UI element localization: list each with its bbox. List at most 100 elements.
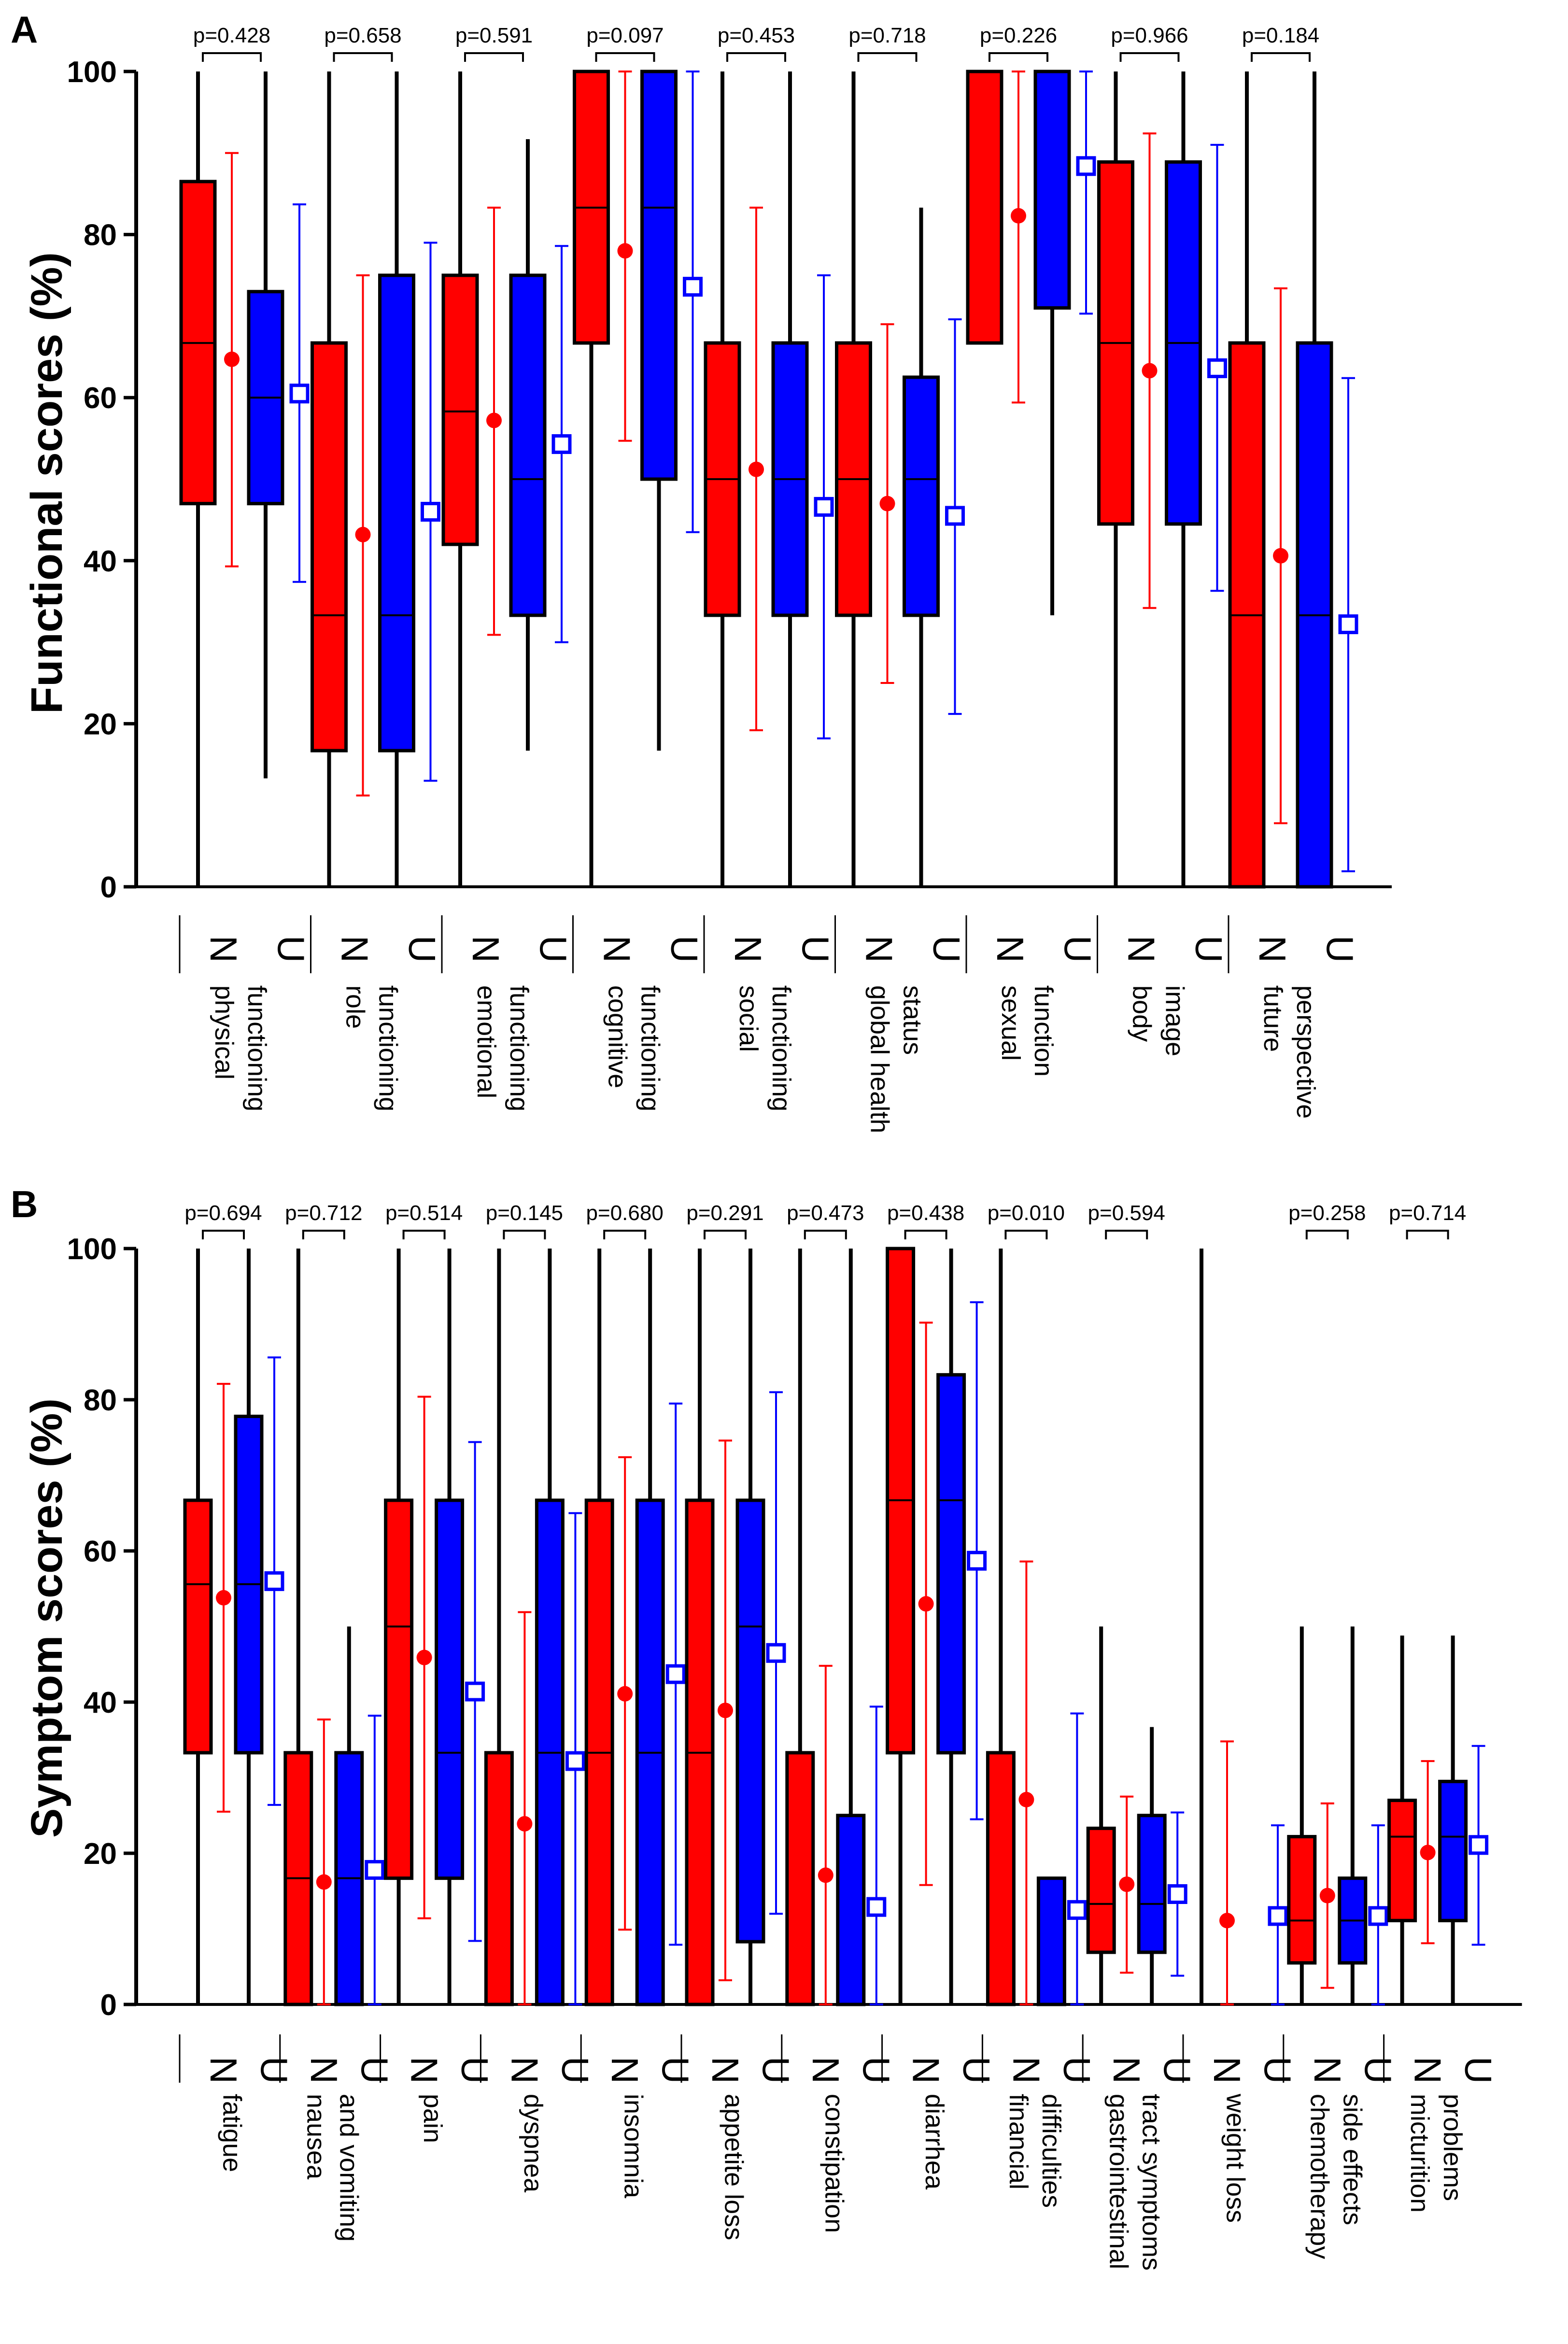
group-marker-n: N [202,936,245,963]
group-n-mean-point [918,1596,934,1612]
group-n-mean-point [1219,1913,1235,1929]
category-label-line: chemotherapy [1305,2094,1334,2259]
y-tick-label: 20 [84,708,117,741]
group-n-box [785,1751,815,2006]
group-n-mean-point [617,243,633,259]
group-n-box [183,1498,213,1755]
p-value-bracket [804,1230,847,1239]
category-label-line: image [1160,985,1189,1056]
category-label: dyspnea [519,2094,548,2193]
group-marker-u: U [253,2057,296,2084]
group-u-mean-point [665,1664,686,1684]
group-u-box [836,1814,866,2006]
group-n-box [1086,1826,1116,1954]
p-value-bracket [1119,52,1180,62]
y-tick-label: 40 [84,545,117,578]
group-marker-n: N [1407,2057,1449,2084]
p-value-bracket [1305,1230,1349,1239]
category-label-line: functioning [767,985,796,1111]
p-value-label: p=0.226 [980,24,1057,47]
y-tick-label: 80 [84,1384,117,1417]
p-value-bracket [202,52,262,62]
group-marker-u: U [1357,2057,1399,2084]
group-marker-n: N [1251,936,1294,963]
group-marker-u: U [926,936,968,963]
category-label: appetite loss [720,2094,749,2240]
group-n-mean-point [1018,1791,1034,1807]
group-u-box [1033,70,1071,310]
group-u-mean-point [1368,1906,1388,1926]
group-n-box [1287,1835,1317,1965]
category-label: future perspective [1258,985,1320,1119]
group-marker-u: U [401,936,444,963]
group-n-box [484,1751,514,2006]
group-marker-n: N [727,936,769,963]
p-value-label: p=0.591 [455,24,533,47]
category-label: body image [1128,985,1189,1056]
category-label: social functioning [734,985,796,1111]
p-value-bracket [857,52,918,62]
y-tick-label: 0 [100,871,117,904]
p-value-label: p=0.428 [193,24,270,47]
group-marker-n: N [704,2057,747,2084]
group-marker-n: N [503,2057,546,2084]
group-u-box [640,70,678,481]
category-label-line: global health [865,985,894,1133]
category-label-line: role [341,985,370,1029]
group-marker-n: N [1005,2057,1047,2084]
group-n-mean-point [749,461,764,477]
group-marker-n: N [1206,2057,1248,2084]
group-n-mean-point [517,1816,533,1832]
group-marker-n: N [1105,2057,1148,2084]
category-label-line: fatigue [218,2094,247,2172]
category-label-line: weight loss [1221,2093,1250,2223]
group-u-box [735,1498,765,1944]
p-value-label: p=0.594 [1088,1201,1165,1225]
group-u-box [903,375,940,617]
category-label-line: functioning [636,985,665,1111]
group-marker-u: U [1319,936,1361,963]
category-label-line: dyspnea [519,2094,548,2193]
group-u-mean-point [1207,358,1227,378]
category-label: micturition problems [1405,2094,1467,2213]
group-marker-n: N [596,936,638,963]
group-marker-u: U [794,936,837,963]
category-label: gastrointestinal tract symptoms [1104,2094,1166,2271]
p-value-bracket [726,52,786,62]
group-n-mean-point [1319,1888,1335,1904]
category-label-line: body [1128,985,1157,1042]
group-marker-n: N [604,2057,646,2084]
group-n-mean-point [486,412,502,428]
p-value-label: p=0.514 [385,1201,463,1225]
p-value-label: p=0.658 [324,24,401,47]
group-n-box [311,341,348,753]
group-marker-u: U [855,2057,898,2084]
category-label-line: side effects [1338,2094,1367,2225]
category-label-line: functioning [505,985,534,1111]
group-n-box [966,70,1003,345]
p-value-bracket [603,1230,647,1239]
category-label: insomnia [619,2094,648,2199]
group-u-mean-point [683,277,703,297]
category-label-line: appetite loss [720,2094,749,2240]
group-u-box [1438,1779,1468,1922]
p-value-label: p=0.966 [1111,24,1188,47]
category-label-line: sexual [996,985,1025,1061]
group-n-mean-point [617,1686,633,1702]
category-label-line: pain [418,2094,447,2143]
category-label-line: diarrhea [920,2094,949,2190]
panel-b-symptom-scores: B Symptom scores (%) 0 20 40 60 80 100 p=0.694… [11,1183,1522,2271]
category-label-line: status [898,985,927,1055]
p-value-label: p=0.010 [988,1201,1065,1225]
panel-b-letter: B [11,1183,38,1225]
group-marker-n: N [202,2057,245,2084]
group-u-mean-point [289,384,310,404]
group-marker-n: N [403,2057,446,2084]
category-label-line: functioning [242,985,271,1111]
p-value-bracket [1004,1230,1048,1239]
group-marker-n: N [1306,2057,1349,2084]
category-label: nausea and vomiting [301,2094,363,2242]
group-marker-u: U [1057,936,1099,963]
p-value-label: p=0.258 [1288,1201,1366,1225]
category-label: weight loss [1221,2093,1250,2223]
